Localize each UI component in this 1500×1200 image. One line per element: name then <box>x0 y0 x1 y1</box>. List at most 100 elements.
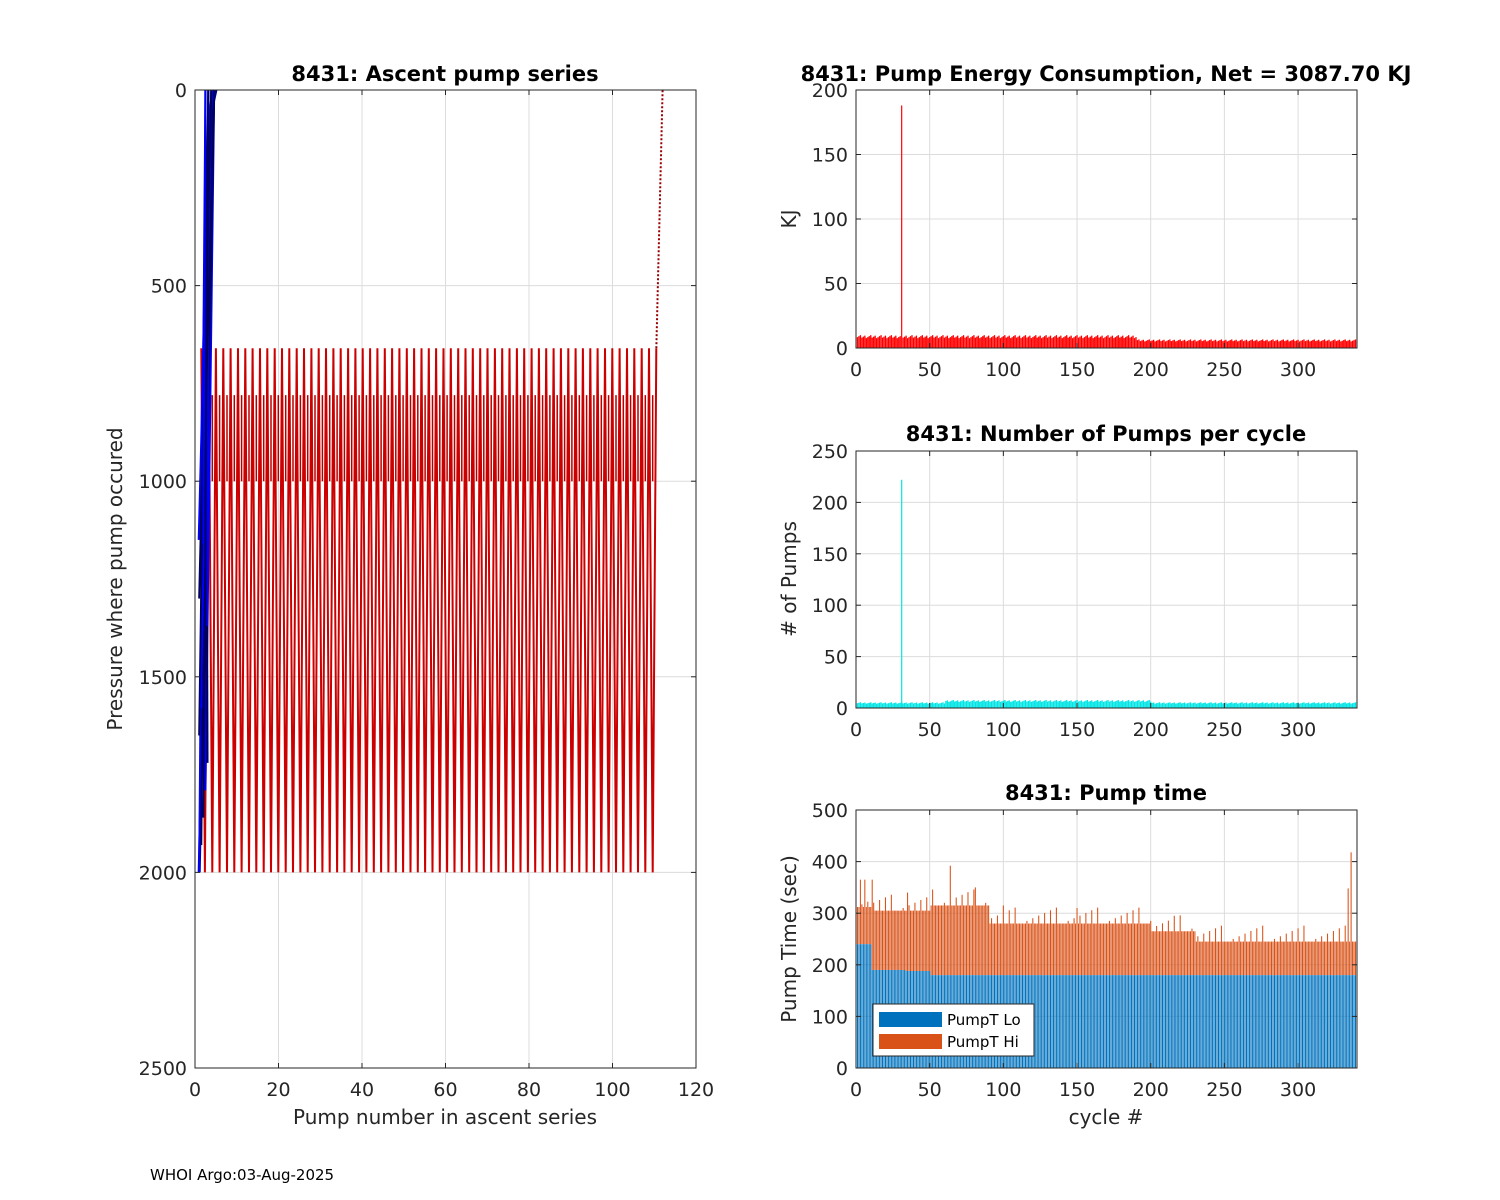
y-tick-label: 1500 <box>139 667 187 689</box>
pumpt-hi-bar <box>1217 941 1220 976</box>
bar <box>1038 700 1040 708</box>
pumpt-hi-bar <box>1223 941 1225 976</box>
pumpt-lo-bar <box>1232 975 1234 1068</box>
bar <box>965 336 968 348</box>
pumpt-hi-bar <box>1125 923 1127 976</box>
bar <box>1242 341 1245 348</box>
pumpt-lo-bar <box>1073 975 1075 1068</box>
pumpt-hi-bar <box>1229 941 1231 976</box>
bar <box>1341 703 1343 708</box>
pumpt-hi-bar <box>1238 936 1240 976</box>
pumpt-lo-bar <box>1216 975 1218 1068</box>
bar <box>1023 336 1025 348</box>
bar <box>1309 341 1311 348</box>
pumpt-hi-bar <box>965 905 968 976</box>
bar <box>945 336 947 348</box>
bar <box>968 701 971 708</box>
bar <box>1175 703 1177 708</box>
y-tick-label: 200 <box>812 955 848 977</box>
bar <box>995 337 997 348</box>
bar <box>1214 339 1217 348</box>
pumpt-hi-bar <box>1265 941 1267 976</box>
pumpt-lo-bar <box>1206 975 1208 1068</box>
bar <box>1048 700 1050 708</box>
bar <box>1250 702 1252 708</box>
bar <box>1328 339 1330 348</box>
bar <box>896 338 898 348</box>
pumpt-hi-bar <box>1133 923 1136 976</box>
bar <box>939 703 941 708</box>
bar <box>1213 340 1215 348</box>
pumpt-lo-bar <box>1245 975 1248 1068</box>
bar <box>1313 702 1315 708</box>
pumpt-hi-bar <box>1004 923 1006 976</box>
pumpt-lo-bar <box>1055 975 1057 1068</box>
bar <box>946 700 949 708</box>
bar <box>1160 341 1162 348</box>
bar <box>1331 340 1333 348</box>
pumpt-lo-bar <box>1237 975 1239 1068</box>
bar <box>1323 702 1326 708</box>
pumpt-hi-bar <box>1108 920 1110 976</box>
energy-ylabel: KJ <box>777 209 801 228</box>
pumpt-hi-bar <box>1024 923 1026 976</box>
pumpt-hi-bar <box>955 897 957 976</box>
bar <box>1225 702 1227 708</box>
bar <box>1142 339 1145 348</box>
bar <box>1195 341 1198 348</box>
pumpt-hi-bar <box>1250 930 1252 976</box>
bar <box>1226 341 1228 348</box>
pumpt-lo-bar <box>1128 975 1130 1068</box>
bar <box>1232 341 1234 348</box>
bar <box>1114 701 1117 708</box>
bar <box>933 703 935 708</box>
y-tick-label: 2500 <box>139 1058 187 1080</box>
bar <box>933 337 935 348</box>
pumpt-hi-bar <box>877 910 879 970</box>
bar <box>1197 703 1199 708</box>
bar <box>1071 338 1074 348</box>
pumpt-hi-bar <box>1142 923 1144 976</box>
pumpt-hi-bar <box>1066 923 1068 976</box>
pumpt-lo-bar <box>1147 975 1149 1068</box>
pumpt-hi-bar <box>1189 931 1192 976</box>
bar <box>1344 339 1346 348</box>
bar <box>1136 700 1139 708</box>
pumpt-lo-bar <box>1269 975 1271 1068</box>
pumpt-lo-bar <box>1104 975 1106 1068</box>
pumpt-hi-bar <box>1176 931 1178 976</box>
x-tick-label: 100 <box>985 1079 1021 1101</box>
bar <box>1264 702 1267 708</box>
pumpt-lo-bar <box>1226 975 1228 1068</box>
pumpt-lo-bar <box>1044 975 1046 1068</box>
pumpt-hi-bar <box>1104 923 1106 976</box>
pumpt-lo-bar <box>1304 975 1306 1068</box>
x-tick-label: 200 <box>1133 719 1169 741</box>
pumpt-lo-bar <box>1262 975 1264 1068</box>
pumpt-hi-bar <box>889 910 891 970</box>
pumpt-lo-bar <box>1151 975 1153 1068</box>
bar <box>1092 338 1094 348</box>
pumpt-hi-bar <box>1091 910 1093 976</box>
pumpt-lo-bar <box>1284 975 1286 1068</box>
x-tick-label: 50 <box>918 719 942 741</box>
pumpt-hi-bar <box>1313 941 1315 976</box>
bar <box>1301 340 1304 348</box>
pumpt-lo-bar <box>1256 975 1258 1068</box>
pumpt-lo-bar <box>1309 975 1311 1068</box>
pumpt-hi-bar <box>1194 931 1196 976</box>
bar <box>1069 336 1071 348</box>
bar <box>917 338 919 348</box>
bar <box>1298 703 1301 708</box>
y-tick-label: 150 <box>812 145 848 167</box>
pumpt-hi-bar <box>1064 923 1066 976</box>
bar <box>1139 701 1142 708</box>
pumpt-lo-bar <box>1251 975 1253 1068</box>
bar <box>1066 335 1068 348</box>
bar <box>985 701 987 708</box>
bar <box>992 700 994 708</box>
x-tick-label: 0 <box>850 359 862 381</box>
bar <box>1186 703 1189 708</box>
pumpt-lo-bar <box>1275 975 1277 1068</box>
pumpt-hi-bar <box>1179 915 1181 976</box>
